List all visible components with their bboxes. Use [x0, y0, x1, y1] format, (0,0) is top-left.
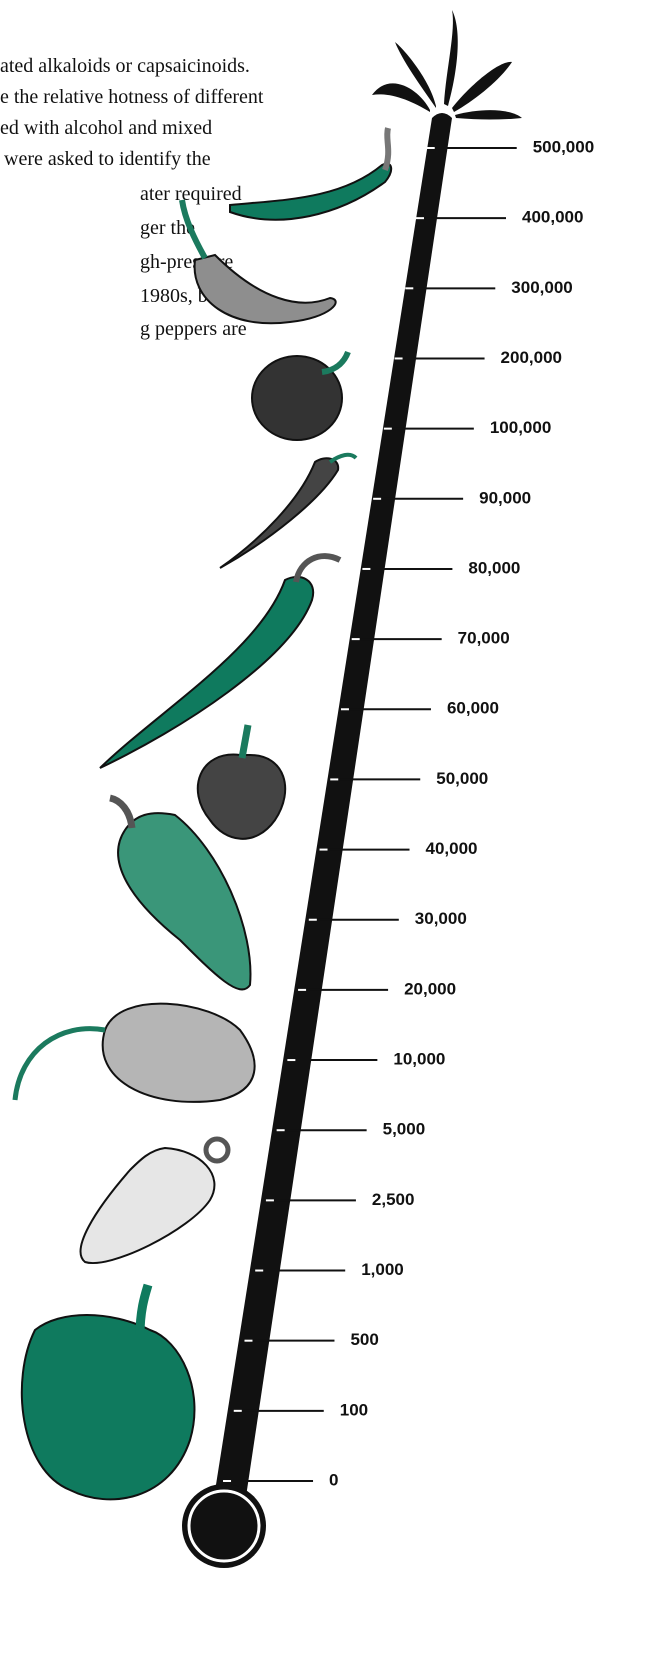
stem — [12, 1026, 106, 1101]
pepper — [101, 1002, 256, 1103]
scale-label: 0 — [329, 1470, 338, 1489]
thermometer-tube — [212, 113, 452, 1510]
splash — [372, 10, 522, 120]
pepper — [99, 575, 315, 769]
scale-label: 100,000 — [490, 418, 551, 437]
pepper — [196, 753, 287, 840]
stem — [382, 127, 392, 171]
scale-label: 500,000 — [533, 137, 594, 156]
scale: 500,000 400,000 300,000 200,000 100,000 90,00… — [223, 137, 594, 1489]
scale-label: 10,000 — [393, 1050, 445, 1069]
text-line: were asked to identify the — [4, 148, 211, 170]
scale-label: 100 — [340, 1400, 368, 1419]
text-line: ed with alcohol and mixed — [0, 117, 212, 139]
scale-label: 30,000 — [415, 909, 467, 928]
scale-label: 200,000 — [501, 348, 562, 367]
stem — [109, 794, 136, 829]
text-line: ated alkaloids or capsaicinoids. — [0, 55, 250, 77]
scale-label: 70,000 — [458, 629, 510, 648]
pepper — [219, 457, 340, 569]
peppers — [12, 127, 393, 1501]
thermometer-bulb — [182, 1484, 266, 1568]
text-line: ger the — [140, 217, 195, 239]
scale-label: 300,000 — [511, 278, 572, 297]
pepper — [251, 355, 343, 441]
scale-label: 50,000 — [436, 769, 488, 788]
text-line: e the relative hotness of different — [0, 86, 264, 108]
pepper — [193, 253, 337, 325]
stem — [203, 1136, 231, 1164]
stem — [179, 199, 208, 260]
text-line: ater required — [140, 183, 242, 205]
text-line: g peppers are — [140, 318, 247, 340]
scale-label: 500 — [350, 1330, 378, 1349]
scale-label: 90,000 — [479, 488, 531, 507]
scale-label: 80,000 — [468, 558, 520, 577]
bulb-ring — [187, 1489, 261, 1563]
pepper — [20, 1314, 196, 1501]
pepper — [117, 812, 252, 991]
scale-label: 5,000 — [383, 1120, 426, 1139]
scale-label: 20,000 — [404, 979, 456, 998]
scale-label: 1,000 — [361, 1260, 404, 1279]
stem — [321, 350, 351, 375]
scale-label: 60,000 — [447, 699, 499, 718]
pepper — [229, 162, 393, 221]
scale-label: 2,500 — [372, 1190, 415, 1209]
stem — [293, 553, 342, 583]
stem — [328, 452, 358, 464]
scale-label: 40,000 — [426, 839, 478, 858]
pepper — [79, 1146, 216, 1265]
stem — [238, 724, 252, 759]
stem — [135, 1283, 153, 1336]
scale-label: 400,000 — [522, 208, 583, 227]
